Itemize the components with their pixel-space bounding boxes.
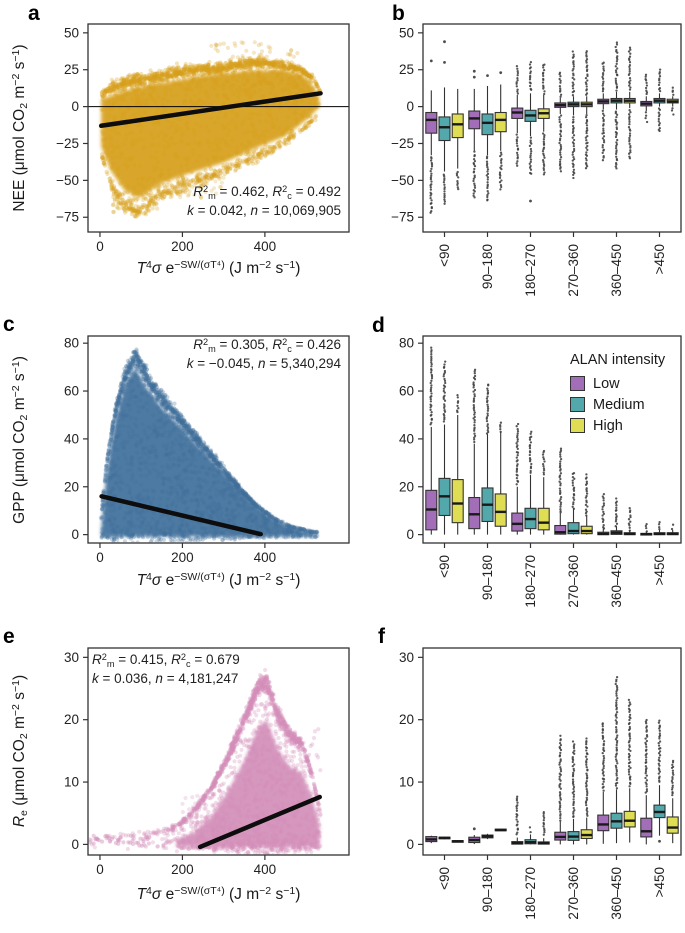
panel-letter-a: a [28, 2, 40, 25]
legend-swatch-low [570, 376, 585, 391]
svg-text:25: 25 [64, 62, 79, 77]
panel-letter-e: e [3, 625, 15, 648]
x-axis-label: T4σ e−SW/(σT⁴) (J m−2 s−1) [136, 259, 301, 277]
alan-intensity-legend: ALAN intensity Low Medium High [570, 352, 665, 436]
x-axis-label: T4σ e−SW/(σT⁴) (J m−2 s−1) [136, 571, 301, 589]
svg-text:360–450: 360–450 [609, 244, 624, 297]
svg-text:−25: −25 [56, 136, 79, 151]
panel-letter-b: b [392, 2, 405, 25]
svg-text:50: 50 [64, 25, 79, 40]
y-axis-label-nee: NEE (μmol CO2 m−2 s−1) [10, 44, 30, 212]
panel-letter-f: f [378, 625, 385, 648]
svg-text:200: 200 [171, 239, 194, 254]
legend-item-medium: Medium [570, 394, 665, 415]
legend-item-low: Low [570, 373, 665, 394]
svg-text:<90: <90 [437, 244, 452, 267]
svg-text:90–180: 90–180 [480, 244, 495, 289]
svg-text:−25: −25 [391, 136, 414, 151]
svg-text:400: 400 [254, 239, 277, 254]
panel-b-plot: −75 −50 −25 0 25 50 <90 90–180 180–270 270–360 360… [391, 23, 682, 297]
legend-item-high: High [570, 415, 665, 436]
svg-text:>450: >450 [652, 244, 667, 274]
svg-text:−75: −75 [56, 210, 79, 225]
y-axis-label-re: Re (μmol CO2 m−2 s−1) [10, 674, 30, 828]
svg-text:−75: −75 [391, 210, 414, 225]
svg-text:0: 0 [406, 99, 414, 114]
legend-label-medium: Medium [593, 396, 645, 413]
panel-a-plot: −75 −50 −25 0 25 50 0 200 400 [56, 23, 350, 254]
stats-annotation-c: R2m = 0.305, R2c = 0.426 k = −0.045, n = … [186, 336, 341, 371]
svg-text:25: 25 [399, 62, 414, 77]
panel-letter-c: c [3, 313, 15, 336]
legend-label-low: Low [593, 375, 620, 392]
svg-text:0: 0 [71, 99, 79, 114]
svg-text:180–270: 180–270 [523, 244, 538, 297]
svg-text:−50: −50 [56, 173, 79, 188]
panel-e: 0 10 20 30 0 200 400 e Re (μmol CO2 m−2 s−1) T… [0, 620, 360, 933]
legend-swatch-high [570, 418, 585, 433]
svg-text:0: 0 [96, 239, 104, 254]
svg-text:50: 50 [399, 25, 414, 40]
y-axis-label-gpp: GPP (μmol CO2 m−2 s−1) [10, 356, 30, 524]
stats-annotation-e: R2m = 0.415, R2c = 0.679 k = 0.036, n = 4… [92, 651, 240, 686]
legend-title: ALAN intensity [570, 352, 666, 368]
x-axis-label: T4σ e−SW/(σT⁴) (J m−2 s−1) [136, 885, 301, 903]
legend-label-high: High [593, 417, 623, 434]
panel-c: 0 20 40 60 80 0 200 400 c GPP (μmol CO2 m−2 s−1… [0, 310, 360, 620]
panel-a: −75 −50 −25 0 25 50 0 200 400 a NEE (μmol CO2 m−… [0, 0, 360, 310]
panel-d: 0 20 40 60 80 <90 90–180 180–270 270–360 360–450 >… [360, 310, 685, 620]
legend-swatch-medium [570, 397, 585, 412]
stats-annotation-a: R2m = 0.462, R2c = 0.492 k = 0.042, n = 1… [187, 183, 341, 218]
panel-b: −75 −50 −25 0 25 50 <90 90–180 180–270 270–360 360… [360, 0, 685, 310]
panel-letter-d: d [372, 314, 385, 337]
svg-text:270–360: 270–360 [566, 244, 581, 297]
svg-text:−50: −50 [391, 173, 414, 188]
panel-f: 0 10 20 30 <90 90–180 180–270 270–360 360–450 >45… [360, 620, 685, 933]
